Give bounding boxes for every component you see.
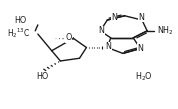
- Text: H$_2$O: H$_2$O: [135, 71, 153, 83]
- Text: NH$_2$: NH$_2$: [157, 25, 174, 37]
- Text: H$_2$$^{13}$C: H$_2$$^{13}$C: [7, 27, 30, 40]
- Text: N: N: [137, 44, 143, 53]
- Text: N: N: [106, 43, 112, 51]
- Text: HO: HO: [14, 16, 26, 25]
- Text: N: N: [111, 13, 117, 22]
- Text: N: N: [138, 13, 144, 22]
- Text: HO: HO: [36, 72, 48, 81]
- Text: O: O: [66, 33, 72, 42]
- Text: N: N: [98, 26, 104, 35]
